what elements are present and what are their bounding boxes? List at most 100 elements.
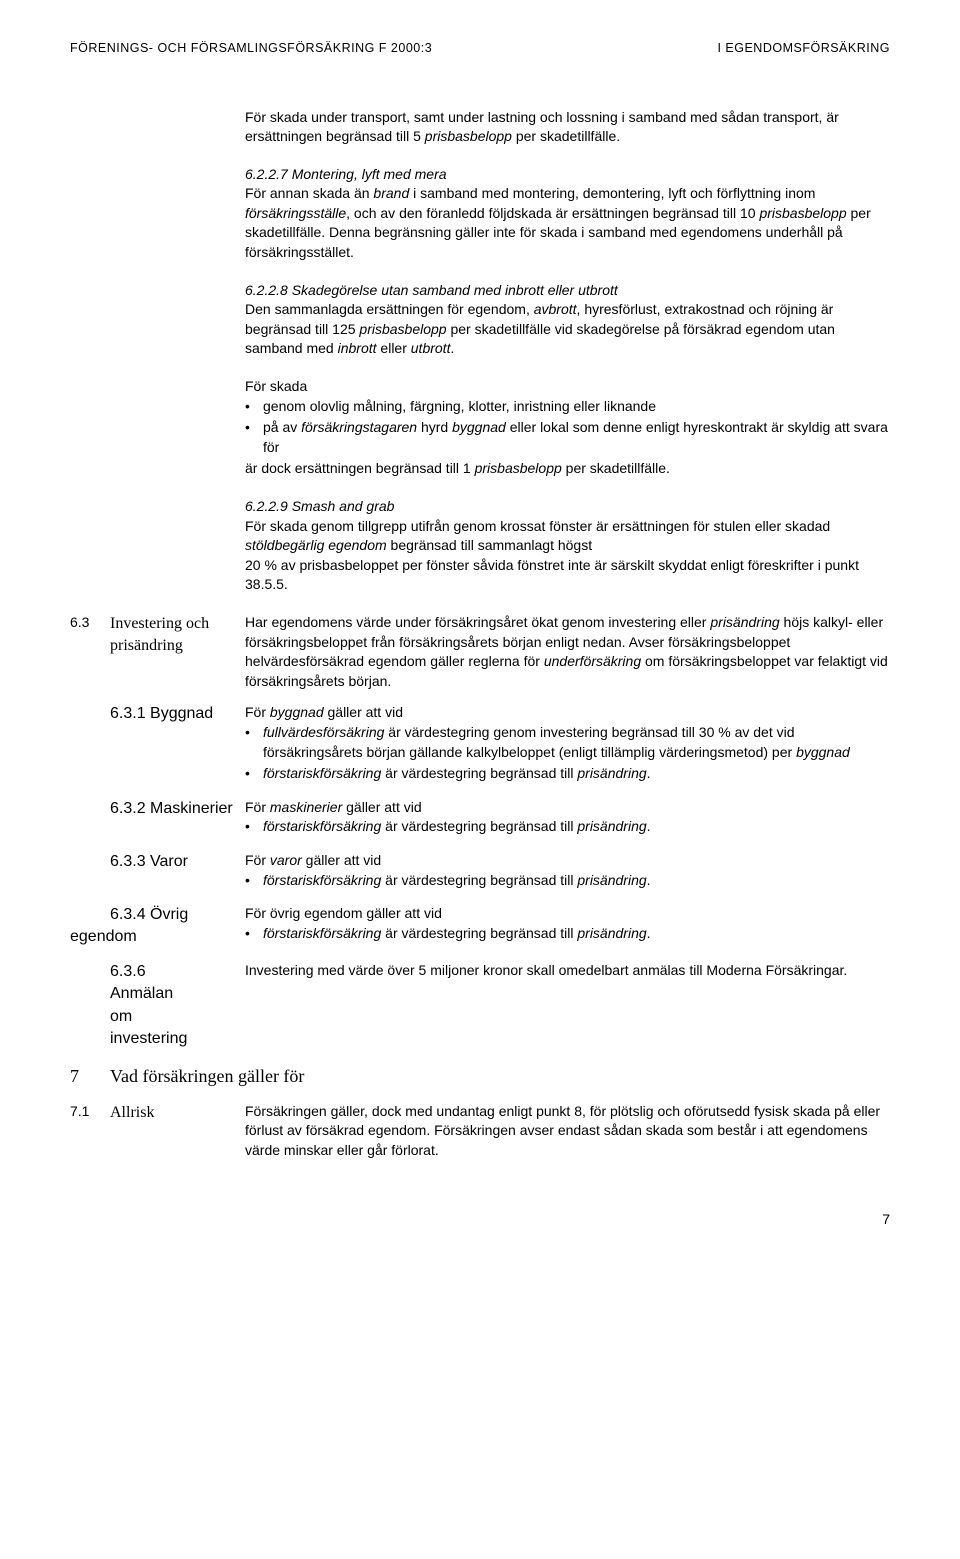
term: maskinerier (270, 799, 342, 815)
header-right: I EGENDOMSFÖRSÄKRING (717, 40, 890, 58)
section-label: 6.3.6 Anmälan om investering (70, 961, 245, 1051)
section-6-2-2-9: 6.2.2.9 Smash and grab För skada genom t… (245, 497, 890, 595)
list-item: fullvärdesförsäkring är värdestegring ge… (263, 723, 890, 762)
text: är värdestegring begränsad till (381, 765, 577, 781)
term: stöldbegärlig egendom (245, 537, 387, 553)
term: förstariskförsäkring (263, 872, 381, 888)
section-6-3-3: 6.3.3 Varor För varor gäller att vid för… (70, 851, 890, 892)
text: per skadetillfälle. (562, 460, 670, 476)
subsection-body: För annan skada än brand i samband med m… (245, 184, 890, 262)
bullet-list: fullvärdesförsäkring är värdestegring ge… (245, 723, 890, 784)
list-intro: För skada (245, 377, 890, 397)
text: är värdestegring begränsad till (381, 818, 577, 834)
text: 20 % av prisbasbeloppet per fönster såvi… (245, 556, 890, 595)
term: förstariskförsäkring (263, 925, 381, 941)
text: på av (263, 419, 301, 435)
section-label: 6.3.1 Byggnad (70, 703, 245, 725)
term: byggnad (796, 744, 850, 760)
section-num: 6.3 (70, 613, 110, 633)
section-body: Investering med värde över 5 miljoner kr… (245, 961, 890, 981)
list-item: förstariskförsäkring är värdestegring be… (263, 764, 890, 784)
section-body: Försäkringen gäller, dock med undantag e… (245, 1102, 890, 1161)
list-item: förstariskförsäkring är värdestegring be… (263, 924, 890, 944)
text: För övrig egendom gäller att vid (245, 905, 442, 921)
text: eller (377, 340, 411, 356)
text: . (647, 925, 651, 941)
term: försäkringstagaren (301, 419, 417, 435)
section-label: 6.3.4 Övrig egendom (70, 904, 245, 949)
section-label: 6.3.2 Maskinerier (70, 798, 245, 820)
section-title: 6.3.2 Maskinerier (70, 800, 233, 817)
section-body: För varor gäller att vid förstariskförsä… (245, 851, 890, 892)
term: prisändring (710, 614, 779, 630)
section-title: 6.3.1 Byggnad (70, 705, 213, 722)
list-outro: är dock ersättningen begränsad till 1 pr… (245, 459, 890, 479)
term: utbrott (411, 340, 451, 356)
text: gäller att vid (302, 852, 381, 868)
text: För (245, 852, 270, 868)
section-7-1: 7.1Allrisk Försäkringen gäller, dock med… (70, 1102, 890, 1161)
list-item: på av försäkringstagaren hyrd byggnad el… (263, 418, 890, 457)
section-6-2-2-8: 6.2.2.8 Skadegörelse utan samband med in… (245, 281, 890, 359)
intro-para: För skada under transport, samt under la… (245, 108, 890, 147)
section-6-3-1: 6.3.1 Byggnad För byggnad gäller att vid… (70, 703, 890, 785)
text: . (647, 818, 651, 834)
section-title: Allrisk (110, 1102, 230, 1124)
text: För (245, 799, 270, 815)
section-6-2-2-7: 6.2.2.7 Montering, lyft med mera För ann… (245, 165, 890, 263)
text: är värdestegring begränsad till (381, 872, 577, 888)
page-header: FÖRENINGS- OCH FÖRSAMLINGSFÖRSÄKRING F 2… (70, 40, 890, 58)
text: , och av den föranledd följdskada är ers… (346, 205, 759, 221)
text: begränsad till sammanlagt högst (387, 537, 592, 553)
section-6-3-4: 6.3.4 Övrig egendom För övrig egendom gä… (70, 904, 890, 949)
section-title: 6.3.3 Varor (70, 853, 188, 870)
term: underförsäkring (544, 653, 641, 669)
section-title: Investering och prisändring (110, 613, 230, 658)
bullet-list: förstariskförsäkring är värdestegring be… (245, 871, 890, 891)
text: För skada genom tillgrepp utifrån genom … (245, 518, 830, 534)
subsection-title: 6.2.2.9 Smash and grab (245, 497, 890, 517)
section-6-3-2: 6.3.2 Maskinerier För maskinerier gäller… (70, 798, 890, 839)
list-item: genom olovlig målning, färgning, klotter… (263, 397, 890, 417)
term: prisbasbelopp (359, 321, 446, 337)
text: För annan skada än (245, 185, 373, 201)
subsection-title: 6.2.2.7 Montering, lyft med mera (245, 165, 890, 185)
term: fullvärdesförsäkring (263, 724, 384, 740)
term: prisbasbelopp (759, 205, 846, 221)
text: . (647, 872, 651, 888)
term: prisändring (577, 765, 646, 781)
bullet-list: förstariskförsäkring är värdestegring be… (245, 924, 890, 944)
text: är värdestegring begränsad till (381, 925, 577, 941)
subsection-body: För skada genom tillgrepp utifrån genom … (245, 517, 890, 595)
term: prisbasbelopp (425, 128, 512, 144)
text: per skadetillfälle. (512, 128, 620, 144)
term: varor (270, 852, 302, 868)
section-body: För byggnad gäller att vid fullvärdesför… (245, 703, 890, 785)
term: prisändring (577, 925, 646, 941)
section-num: 7 (70, 1064, 110, 1089)
section-label: 6.3Investering och prisändring (70, 613, 245, 658)
text: Den sammanlagda ersättningen för egendom… (245, 301, 534, 317)
section-6-3-6: 6.3.6 Anmälan om investering Investering… (70, 961, 890, 1051)
section-body: För övrig egendom gäller att vid förstar… (245, 904, 890, 945)
text: Investering med värde över 5 miljoner kr… (245, 962, 847, 978)
text: gäller att vid (324, 704, 403, 720)
text: hyrd (417, 419, 452, 435)
text: gäller att vid (342, 799, 421, 815)
section-title: Vad försäkringen gäller för (110, 1064, 304, 1089)
header-left: FÖRENINGS- OCH FÖRSAMLINGSFÖRSÄKRING F 2… (70, 40, 432, 58)
section-label: 7.1Allrisk (70, 1102, 245, 1124)
section-label: 6.3.3 Varor (70, 851, 245, 873)
term: prisändring (577, 818, 646, 834)
section-body: Har egendomens värde under försäkringsår… (245, 613, 890, 691)
bullet-list: genom olovlig målning, färgning, klotter… (245, 397, 890, 458)
term: brand (373, 185, 409, 201)
text: genom olovlig målning, färgning, klotter… (263, 398, 656, 414)
text: För (245, 704, 270, 720)
section-6-3: 6.3Investering och prisändring Har egend… (70, 613, 890, 691)
text: Försäkringen gäller, dock med undantag e… (245, 1103, 880, 1158)
section-num: 7.1 (70, 1102, 110, 1122)
term: inbrott (338, 340, 377, 356)
text: . (450, 340, 454, 356)
section-body: För maskinerier gäller att vid förstaris… (245, 798, 890, 839)
